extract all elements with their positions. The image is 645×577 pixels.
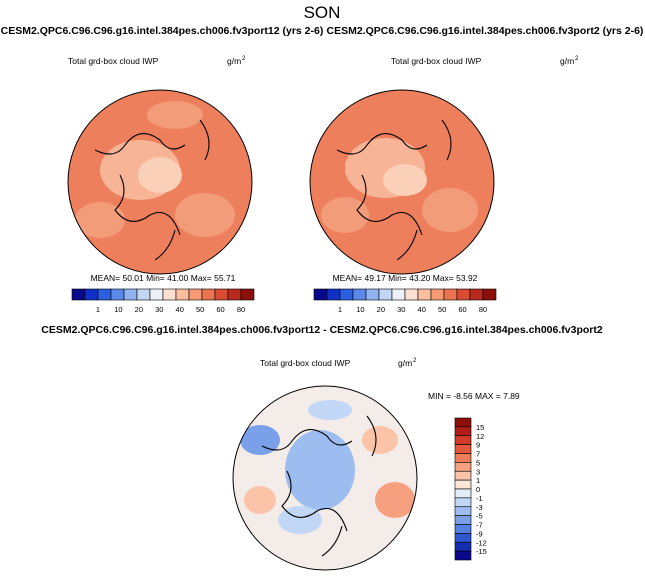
- colorbar-box: [454, 497, 472, 508]
- colorbar-label: 60: [458, 305, 466, 314]
- panel-title: CESM2.QPC6.C96.C96.g16.intel.384pes.ch00…: [1, 25, 324, 37]
- colorbar-box: [454, 435, 472, 445]
- colorbar-label: 30: [397, 305, 405, 314]
- figure-title: SON: [304, 3, 341, 22]
- variable-label: Total grd-box cloud IWP: [68, 56, 159, 66]
- map: [68, 90, 252, 274]
- variable-label: Total grd-box cloud IWP: [391, 56, 482, 66]
- map: [310, 90, 494, 274]
- stats: MEAN= 49.17 Min= 43.20 Max= 53.92: [333, 273, 478, 283]
- colorbar-box: [404, 288, 419, 301]
- panel-title: CESM2.QPC6.C96.C96.g16.intel.384pes.ch00…: [327, 25, 644, 37]
- colorbar-label: 1: [338, 305, 342, 314]
- colorbar-label: 50: [438, 305, 446, 314]
- colorbar-box: [136, 288, 151, 301]
- colorbar-label: -15: [476, 547, 487, 556]
- colorbar-box: [240, 288, 255, 301]
- colorbar-box: [227, 288, 242, 301]
- colorbar-box: [454, 444, 472, 454]
- colorbar-box: [365, 288, 380, 301]
- colorbar-box: [378, 288, 393, 301]
- colorbar-label: 40: [418, 305, 426, 314]
- map: [233, 386, 417, 570]
- colorbar-box: [454, 550, 472, 561]
- stats: MIN = -8.56 MAX = 7.89: [428, 391, 520, 401]
- colorbar-box: [391, 288, 406, 301]
- units: g/m: [560, 56, 574, 66]
- variable-label: Total grd-box cloud IWP: [260, 358, 351, 368]
- colorbar-label: -1: [476, 494, 483, 503]
- colorbar-label: -5: [476, 512, 483, 521]
- colorbar-label: 10: [356, 305, 364, 314]
- colorbar-label: 5: [476, 458, 480, 467]
- colorbar-label: 80: [237, 305, 245, 314]
- colorbar-box: [110, 288, 125, 301]
- colorbar-box: [430, 288, 445, 301]
- colorbar-label: 80: [479, 305, 487, 314]
- colorbar-label: -9: [476, 529, 483, 538]
- colorbar-label: 12: [476, 432, 484, 441]
- colorbar-box: [454, 515, 472, 525]
- colorbar-label: 20: [135, 305, 143, 314]
- colorbar-box: [456, 288, 471, 301]
- colorbar-label: -7: [476, 521, 483, 530]
- colorbar-box: [149, 288, 164, 301]
- colorbar-box: [454, 479, 472, 490]
- colorbar-box: [454, 453, 472, 463]
- stats: MEAN= 50.01 Min= 41.00 Max= 55.71: [91, 273, 236, 283]
- units-exponent: 2: [242, 56, 246, 62]
- units-exponent: 2: [575, 56, 579, 62]
- colorbar-label: 3: [476, 467, 480, 476]
- colorbar-box: [443, 288, 458, 301]
- colorbar-box: [454, 541, 472, 552]
- colorbar-box: [454, 470, 472, 481]
- colorbar-box: [214, 288, 229, 301]
- colorbar-label: 15: [476, 423, 484, 432]
- colorbar-box: [97, 288, 112, 301]
- colorbar-box: [454, 506, 472, 516]
- colorbar-label: 40: [176, 305, 184, 314]
- map-border: [67, 89, 253, 275]
- colorbar-box: [417, 288, 432, 301]
- map-border: [309, 89, 495, 275]
- colorbar-label: 9: [476, 441, 480, 450]
- colorbar-box: [454, 488, 472, 499]
- units-exponent: 2: [413, 358, 417, 364]
- colorbar-box: [454, 417, 472, 428]
- units: g/m: [227, 56, 241, 66]
- colorbar-box: [188, 288, 203, 301]
- colorbar-box: [339, 288, 354, 301]
- colorbar-label: 1: [96, 305, 100, 314]
- units: g/m: [398, 358, 412, 368]
- colorbar-box: [469, 288, 484, 301]
- colorbar-label: 30: [155, 305, 163, 314]
- colorbar-label: 0: [476, 485, 480, 494]
- colorbar-box: [84, 288, 99, 301]
- colorbar-box: [326, 288, 341, 301]
- colorbar-label: 20: [377, 305, 385, 314]
- colorbar-box: [175, 288, 190, 301]
- colorbar-label: 7: [476, 450, 480, 459]
- colorbar-label: -3: [476, 503, 483, 512]
- colorbar-label: 1: [476, 476, 480, 485]
- map-border: [232, 385, 418, 571]
- colorbar-box: [454, 524, 472, 534]
- colorbar-label: 10: [114, 305, 122, 314]
- colorbar-box: [454, 462, 472, 472]
- colorbar-box: [162, 288, 177, 301]
- colorbar-box: [454, 426, 472, 437]
- panel-title: CESM2.QPC6.C96.C96.g16.intel.384pes.ch00…: [41, 324, 603, 336]
- colorbar-box: [201, 288, 216, 301]
- colorbar-box: [123, 288, 138, 301]
- colorbar-box: [454, 533, 472, 543]
- colorbar-box: [313, 288, 328, 301]
- colorbar-label: -12: [476, 538, 487, 547]
- colorbar-box: [71, 288, 86, 301]
- colorbar-box: [482, 288, 497, 301]
- colorbar-label: 60: [216, 305, 224, 314]
- colorbar-box: [352, 288, 367, 301]
- colorbar-label: 50: [196, 305, 204, 314]
